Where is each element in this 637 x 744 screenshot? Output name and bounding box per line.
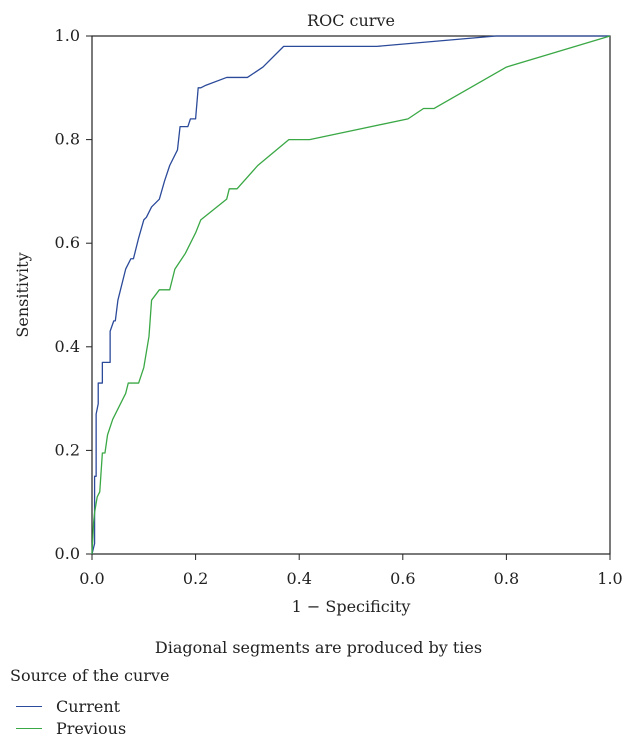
- series-line-current: [91, 35, 610, 555]
- legend-swatch-previous: [16, 727, 42, 729]
- plot-frame: [91, 35, 611, 555]
- legend-title: Source of the curve: [10, 666, 170, 685]
- y-tick-label: 1.0: [55, 26, 80, 45]
- roc-chart: ROC curve 0.0 0.2 0.4 0.6 0.8 1.0 0.0 0.2 0.4 0.6…: [13, 11, 623, 616]
- legend-label-current: Current: [56, 696, 121, 716]
- reference-diagonal: [92, 36, 610, 554]
- series-line-previous: [91, 35, 611, 555]
- y-axis-label: Sensitivity: [13, 252, 32, 337]
- y-tick-label: 0.6: [55, 233, 80, 252]
- x-tick-label: 0.8: [494, 569, 519, 588]
- y-tick-label: 0.8: [55, 130, 80, 149]
- y-tick-label: 0.4: [55, 337, 80, 356]
- y-tick-label: 0.0: [55, 544, 80, 563]
- legend-swatch-current: [16, 705, 42, 707]
- y-tick-label: 0.2: [55, 440, 80, 459]
- x-tick-label: 0.6: [390, 569, 415, 588]
- x-tick-label: 1.0: [597, 569, 622, 588]
- series-layer: [91, 35, 611, 555]
- x-tick-label: 0.0: [79, 569, 104, 588]
- footnote: Diagonal segments are produced by ties: [154, 638, 483, 657]
- legend-item-current: Current: [16, 696, 120, 716]
- legend-label-previous: Previous: [56, 718, 127, 738]
- chart-title: ROC curve: [307, 11, 395, 30]
- axis-ticks: 0.0 0.2 0.4 0.6 0.8 1.0 0.0 0.2 0.4 0.6 0.8 1.0: [55, 26, 623, 588]
- x-axis-label: 1 − Specificity: [292, 597, 411, 616]
- x-tick-label: 0.2: [183, 569, 208, 588]
- x-tick-label: 0.4: [286, 569, 311, 588]
- legend-item-previous: Previous: [16, 718, 126, 738]
